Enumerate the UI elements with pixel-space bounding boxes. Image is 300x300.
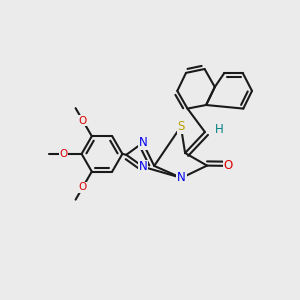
Text: N: N bbox=[139, 160, 148, 173]
Text: O: O bbox=[79, 182, 87, 192]
Text: O: O bbox=[59, 149, 68, 159]
Text: N: N bbox=[177, 171, 186, 184]
Text: H: H bbox=[214, 123, 224, 136]
Text: S: S bbox=[177, 120, 184, 133]
Text: O: O bbox=[79, 116, 87, 126]
Text: O: O bbox=[224, 159, 232, 172]
Text: N: N bbox=[138, 136, 147, 149]
